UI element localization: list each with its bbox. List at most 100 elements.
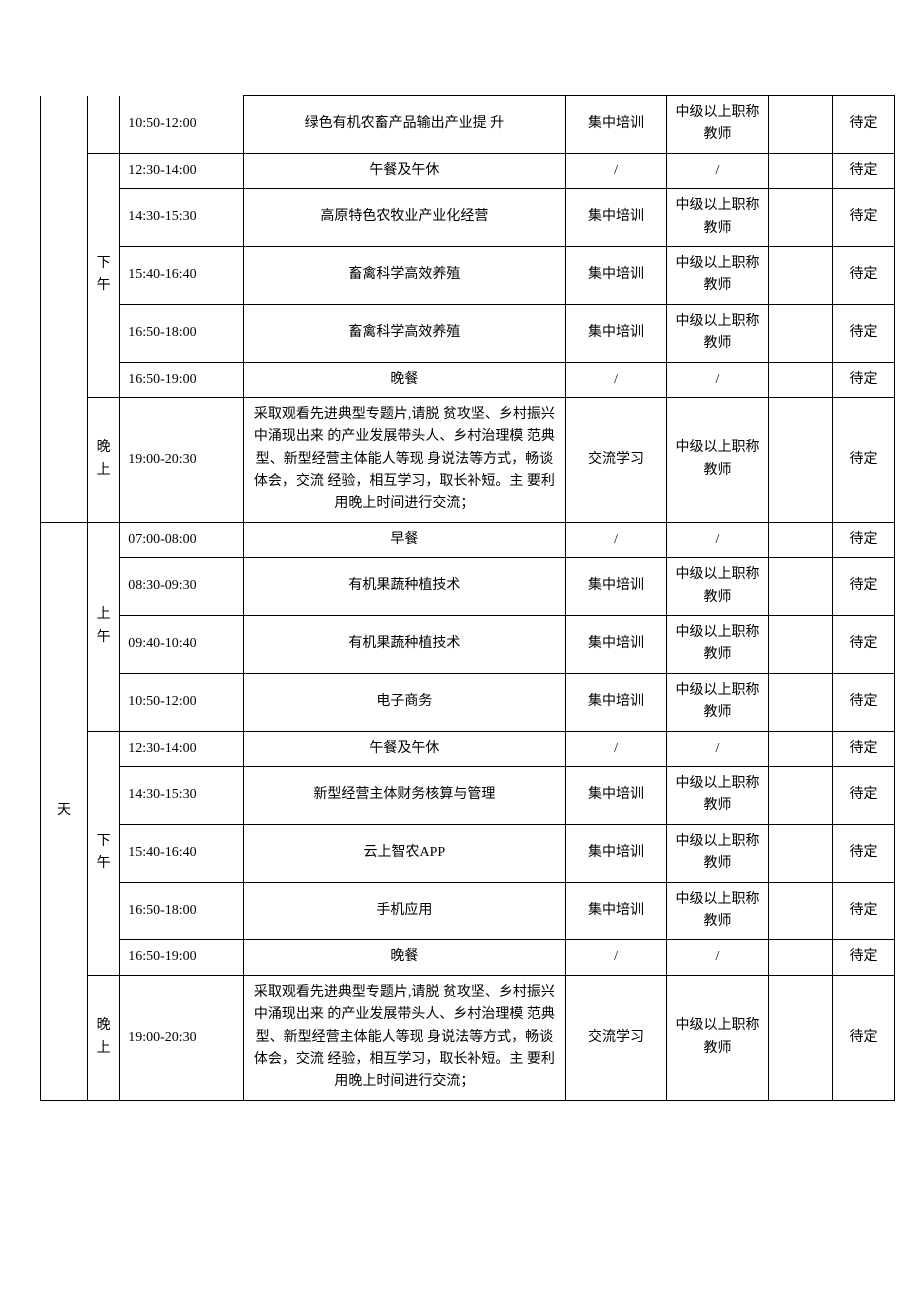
table-row: 16:50-18:00畜禽科学高效养殖集中培训中级以上职称教师待定 bbox=[41, 304, 895, 362]
empty-cell bbox=[768, 96, 832, 154]
status-cell: 待定 bbox=[833, 522, 895, 557]
teacher-cell: 中级以上职称教师 bbox=[667, 246, 768, 304]
time-cell: 10:50-12:00 bbox=[120, 96, 244, 154]
time-cell: 19:00-20:30 bbox=[120, 397, 244, 522]
empty-cell bbox=[768, 673, 832, 731]
teacher-cell: / bbox=[667, 153, 768, 188]
empty-cell bbox=[768, 616, 832, 674]
type-cell: 集中培训 bbox=[565, 882, 666, 940]
status-cell: 待定 bbox=[833, 558, 895, 616]
empty-cell bbox=[768, 153, 832, 188]
type-cell: 集中培训 bbox=[565, 673, 666, 731]
time-cell: 07:00-08:00 bbox=[120, 522, 244, 557]
empty-cell bbox=[768, 731, 832, 766]
teacher-cell: 中级以上职称教师 bbox=[667, 96, 768, 154]
empty-cell bbox=[768, 766, 832, 824]
type-cell: 集中培训 bbox=[565, 96, 666, 154]
type-cell: 交流学习 bbox=[565, 397, 666, 522]
empty-cell bbox=[768, 397, 832, 522]
content-cell: 有机果蔬种植技术 bbox=[243, 558, 565, 616]
status-cell: 待定 bbox=[833, 673, 895, 731]
time-cell: 19:00-20:30 bbox=[120, 975, 244, 1100]
time-cell: 12:30-14:00 bbox=[120, 731, 244, 766]
table-row: 下午12:30-14:00午餐及午休//待定 bbox=[41, 731, 895, 766]
status-cell: 待定 bbox=[833, 824, 895, 882]
type-cell: / bbox=[565, 731, 666, 766]
status-cell: 待定 bbox=[833, 766, 895, 824]
table-row: 天上午07:00-08:00早餐//待定 bbox=[41, 522, 895, 557]
time-cell: 14:30-15:30 bbox=[120, 766, 244, 824]
status-cell: 待定 bbox=[833, 940, 895, 975]
table-row: 09:40-10:40有机果蔬种植技术集中培训中级以上职称教师待定 bbox=[41, 616, 895, 674]
content-cell: 手机应用 bbox=[243, 882, 565, 940]
content-cell: 畜禽科学高效养殖 bbox=[243, 246, 565, 304]
status-cell: 待定 bbox=[833, 975, 895, 1100]
teacher-cell: 中级以上职称教师 bbox=[667, 766, 768, 824]
teacher-cell: / bbox=[667, 940, 768, 975]
status-cell: 待定 bbox=[833, 362, 895, 397]
status-cell: 待定 bbox=[833, 304, 895, 362]
table-row: 15:40-16:40畜禽科学高效养殖集中培训中级以上职称教师待定 bbox=[41, 246, 895, 304]
empty-cell bbox=[768, 304, 832, 362]
time-cell: 09:40-10:40 bbox=[120, 616, 244, 674]
time-cell: 15:40-16:40 bbox=[120, 246, 244, 304]
content-cell: 晚餐 bbox=[243, 362, 565, 397]
content-cell: 早餐 bbox=[243, 522, 565, 557]
schedule-table: 10:50-12:00绿色有机农畜产品输出产业提 升集中培训中级以上职称教师待定… bbox=[40, 95, 895, 1101]
table-row: 10:50-12:00绿色有机农畜产品输出产业提 升集中培训中级以上职称教师待定 bbox=[41, 96, 895, 154]
time-cell: 16:50-19:00 bbox=[120, 362, 244, 397]
teacher-cell: 中级以上职称教师 bbox=[667, 304, 768, 362]
empty-cell bbox=[768, 246, 832, 304]
empty-cell bbox=[768, 882, 832, 940]
empty-cell bbox=[768, 189, 832, 247]
table-row: 16:50-19:00晚餐//待定 bbox=[41, 940, 895, 975]
teacher-cell: 中级以上职称教师 bbox=[667, 189, 768, 247]
time-cell: 16:50-18:00 bbox=[120, 304, 244, 362]
teacher-cell: 中级以上职称教师 bbox=[667, 882, 768, 940]
type-cell: / bbox=[565, 522, 666, 557]
empty-cell bbox=[768, 558, 832, 616]
type-cell: 集中培训 bbox=[565, 824, 666, 882]
content-cell: 电子商务 bbox=[243, 673, 565, 731]
status-cell: 待定 bbox=[833, 397, 895, 522]
empty-cell bbox=[768, 362, 832, 397]
table-row: 晚上19:00-20:30采取观看先进典型专题片,请脱 贫攻坚、乡村振兴中涌现出… bbox=[41, 397, 895, 522]
empty-cell bbox=[768, 975, 832, 1100]
teacher-cell: 中级以上职称教师 bbox=[667, 616, 768, 674]
teacher-cell: / bbox=[667, 362, 768, 397]
content-cell: 采取观看先进典型专题片,请脱 贫攻坚、乡村振兴中涌现出来 的产业发展带头人、乡村… bbox=[243, 397, 565, 522]
content-cell: 采取观看先进典型专题片,请脱 贫攻坚、乡村振兴中涌现出来 的产业发展带头人、乡村… bbox=[243, 975, 565, 1100]
type-cell: / bbox=[565, 362, 666, 397]
teacher-cell: 中级以上职称教师 bbox=[667, 397, 768, 522]
table-row: 下午12:30-14:00午餐及午休//待定 bbox=[41, 153, 895, 188]
type-cell: 集中培训 bbox=[565, 558, 666, 616]
type-cell: 集中培训 bbox=[565, 189, 666, 247]
table-row: 晚上19:00-20:30采取观看先进典型专题片,请脱 贫攻坚、乡村振兴中涌现出… bbox=[41, 975, 895, 1100]
time-cell: 16:50-19:00 bbox=[120, 940, 244, 975]
content-cell: 新型经营主体财务核算与管理 bbox=[243, 766, 565, 824]
content-cell: 晚餐 bbox=[243, 940, 565, 975]
content-cell: 午餐及午休 bbox=[243, 731, 565, 766]
table-row: 16:50-18:00手机应用集中培训中级以上职称教师待定 bbox=[41, 882, 895, 940]
content-cell: 畜禽科学高效养殖 bbox=[243, 304, 565, 362]
empty-cell bbox=[768, 824, 832, 882]
empty-cell bbox=[768, 940, 832, 975]
table-row: 08:30-09:30有机果蔬种植技术集中培训中级以上职称教师待定 bbox=[41, 558, 895, 616]
period-cell: 下午 bbox=[88, 153, 120, 397]
empty-cell bbox=[768, 522, 832, 557]
type-cell: / bbox=[565, 153, 666, 188]
period-cell: 晚上 bbox=[88, 397, 120, 522]
time-cell: 08:30-09:30 bbox=[120, 558, 244, 616]
status-cell: 待定 bbox=[833, 246, 895, 304]
table-row: 15:40-16:40云上智农APP集中培训中级以上职称教师待定 bbox=[41, 824, 895, 882]
time-cell: 16:50-18:00 bbox=[120, 882, 244, 940]
status-cell: 待定 bbox=[833, 731, 895, 766]
period-cell: 下午 bbox=[88, 731, 120, 975]
teacher-cell: 中级以上职称教师 bbox=[667, 673, 768, 731]
table-row: 14:30-15:30新型经营主体财务核算与管理集中培训中级以上职称教师待定 bbox=[41, 766, 895, 824]
table-row: 10:50-12:00电子商务集中培训中级以上职称教师待定 bbox=[41, 673, 895, 731]
content-cell: 有机果蔬种植技术 bbox=[243, 616, 565, 674]
content-cell: 高原特色农牧业产业化经营 bbox=[243, 189, 565, 247]
time-cell: 15:40-16:40 bbox=[120, 824, 244, 882]
status-cell: 待定 bbox=[833, 189, 895, 247]
